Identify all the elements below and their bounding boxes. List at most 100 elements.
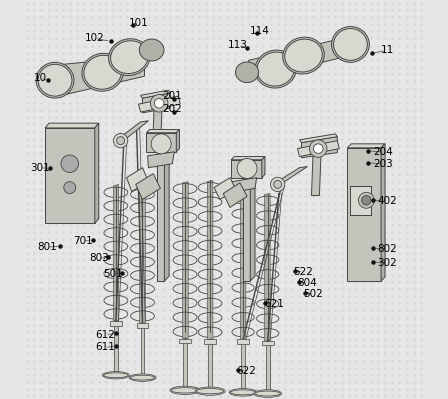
Polygon shape	[273, 166, 307, 184]
Text: 204: 204	[373, 147, 393, 157]
Text: 402: 402	[377, 196, 397, 207]
Circle shape	[274, 180, 282, 188]
Ellipse shape	[229, 389, 257, 396]
Text: 101: 101	[129, 18, 148, 28]
Polygon shape	[113, 184, 119, 321]
Polygon shape	[214, 178, 236, 200]
Polygon shape	[95, 123, 99, 223]
Ellipse shape	[254, 390, 282, 397]
Polygon shape	[240, 192, 246, 340]
Polygon shape	[183, 182, 188, 339]
Bar	[204, 340, 216, 344]
Text: 10: 10	[34, 73, 47, 83]
Ellipse shape	[285, 39, 322, 72]
Polygon shape	[381, 144, 385, 281]
Text: 622: 622	[236, 366, 256, 376]
Circle shape	[314, 144, 323, 153]
Ellipse shape	[130, 375, 155, 380]
Circle shape	[358, 192, 374, 208]
Ellipse shape	[255, 50, 297, 88]
Circle shape	[151, 134, 171, 154]
Circle shape	[64, 182, 76, 194]
Circle shape	[113, 134, 128, 148]
Polygon shape	[231, 178, 257, 192]
Text: 611: 611	[95, 342, 115, 352]
Ellipse shape	[231, 390, 256, 395]
Bar	[110, 321, 122, 326]
Ellipse shape	[236, 62, 258, 83]
Ellipse shape	[195, 387, 225, 395]
Ellipse shape	[257, 52, 294, 86]
Text: 612: 612	[95, 330, 115, 340]
Polygon shape	[302, 137, 337, 158]
Ellipse shape	[108, 39, 150, 75]
Text: 802: 802	[377, 244, 397, 254]
Text: 301: 301	[30, 163, 50, 173]
Ellipse shape	[334, 28, 367, 60]
Polygon shape	[146, 130, 180, 133]
Ellipse shape	[172, 388, 198, 393]
Ellipse shape	[103, 373, 128, 377]
Bar	[183, 339, 187, 390]
Polygon shape	[55, 56, 144, 97]
Text: 804: 804	[297, 278, 317, 288]
Bar	[208, 340, 212, 391]
Bar	[141, 323, 144, 377]
Polygon shape	[207, 180, 213, 340]
Text: 114: 114	[250, 26, 270, 36]
Circle shape	[237, 158, 257, 178]
Bar	[114, 321, 118, 375]
Bar	[237, 340, 249, 344]
Ellipse shape	[129, 374, 156, 381]
Ellipse shape	[197, 389, 224, 394]
Polygon shape	[231, 156, 265, 160]
Polygon shape	[141, 90, 170, 98]
Polygon shape	[127, 168, 148, 192]
Polygon shape	[265, 194, 270, 341]
Polygon shape	[311, 142, 321, 196]
Bar	[137, 323, 148, 328]
Polygon shape	[350, 186, 371, 215]
Text: 203: 203	[373, 159, 393, 169]
Polygon shape	[297, 141, 339, 156]
Bar	[179, 339, 191, 344]
Text: 801: 801	[37, 242, 57, 252]
Polygon shape	[45, 123, 99, 128]
Polygon shape	[142, 93, 170, 113]
Polygon shape	[262, 156, 265, 178]
Ellipse shape	[38, 64, 72, 96]
Polygon shape	[152, 98, 162, 152]
Polygon shape	[249, 38, 343, 80]
Text: 522: 522	[293, 267, 314, 277]
Ellipse shape	[170, 386, 200, 395]
Bar	[262, 341, 274, 346]
Bar	[266, 341, 270, 393]
Ellipse shape	[36, 62, 74, 98]
Text: 502: 502	[304, 289, 323, 299]
Circle shape	[310, 140, 327, 157]
Circle shape	[151, 95, 168, 112]
Text: 113: 113	[228, 40, 248, 50]
Polygon shape	[136, 174, 160, 200]
Polygon shape	[157, 152, 164, 281]
Ellipse shape	[111, 41, 148, 73]
Text: 302: 302	[377, 258, 397, 268]
Ellipse shape	[255, 391, 280, 396]
Ellipse shape	[82, 53, 124, 91]
Polygon shape	[300, 134, 337, 142]
Text: 803: 803	[89, 253, 108, 263]
Text: 501: 501	[103, 269, 123, 279]
Polygon shape	[176, 130, 180, 152]
Polygon shape	[146, 133, 176, 152]
Polygon shape	[347, 148, 381, 281]
Ellipse shape	[102, 371, 129, 379]
Circle shape	[271, 177, 285, 192]
Text: 621: 621	[264, 299, 284, 309]
Bar	[241, 340, 245, 392]
Polygon shape	[164, 147, 169, 281]
Ellipse shape	[332, 27, 369, 62]
Polygon shape	[140, 188, 145, 323]
Polygon shape	[231, 160, 262, 178]
Ellipse shape	[139, 39, 164, 61]
Text: 201: 201	[163, 91, 182, 101]
